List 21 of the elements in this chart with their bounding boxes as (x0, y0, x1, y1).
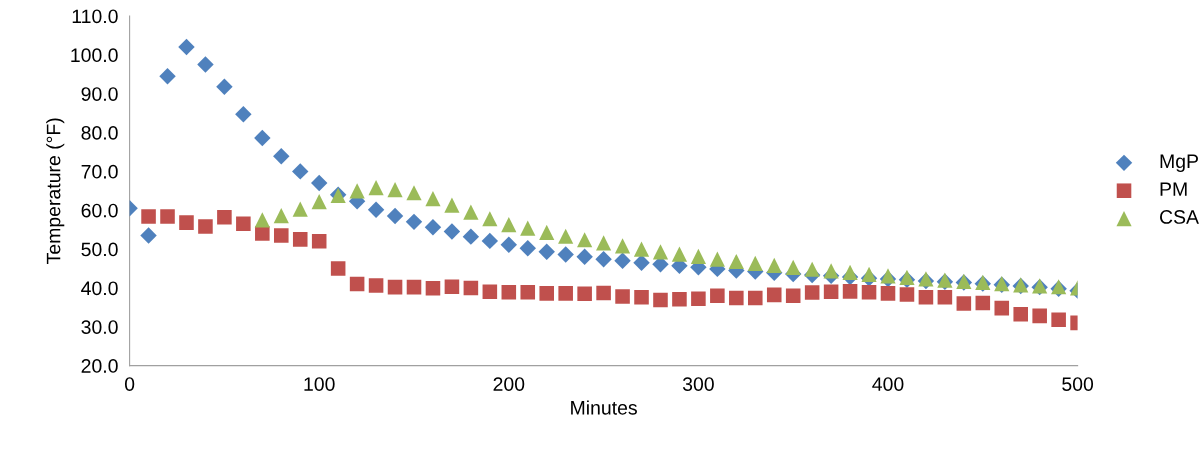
y-tick-label: 50.0 (81, 242, 118, 257)
y-tick-label: 90.0 (81, 87, 118, 101)
x-tick-label: 100 (304, 377, 335, 391)
y-tick-label: 20.0 (81, 359, 118, 373)
x-tick-label: 500 (1062, 377, 1094, 391)
y-tick-label: 100.0 (71, 48, 118, 63)
y-tick-label: 80.0 (81, 126, 118, 140)
legend-label: CSA (1160, 210, 1199, 224)
legend-label: MgP (1160, 154, 1198, 173)
x-tick-label: 200 (493, 377, 525, 391)
x-tick-label: 300 (682, 377, 714, 391)
y-tick-label: 70.0 (81, 164, 118, 179)
x-tick-label: 0 (124, 377, 135, 391)
y-axis-title: Temperature (°F) (46, 118, 65, 264)
y-tick-label: 40.0 (81, 281, 118, 296)
y-tick-label: 30.0 (81, 320, 118, 334)
y-tick-label: 110.0 (72, 9, 118, 24)
x-axis-title: Minutes (571, 400, 637, 415)
x-tick-label: 400 (872, 377, 904, 391)
legend-label: PM (1160, 182, 1187, 196)
y-tick-label: 60.0 (81, 203, 118, 218)
